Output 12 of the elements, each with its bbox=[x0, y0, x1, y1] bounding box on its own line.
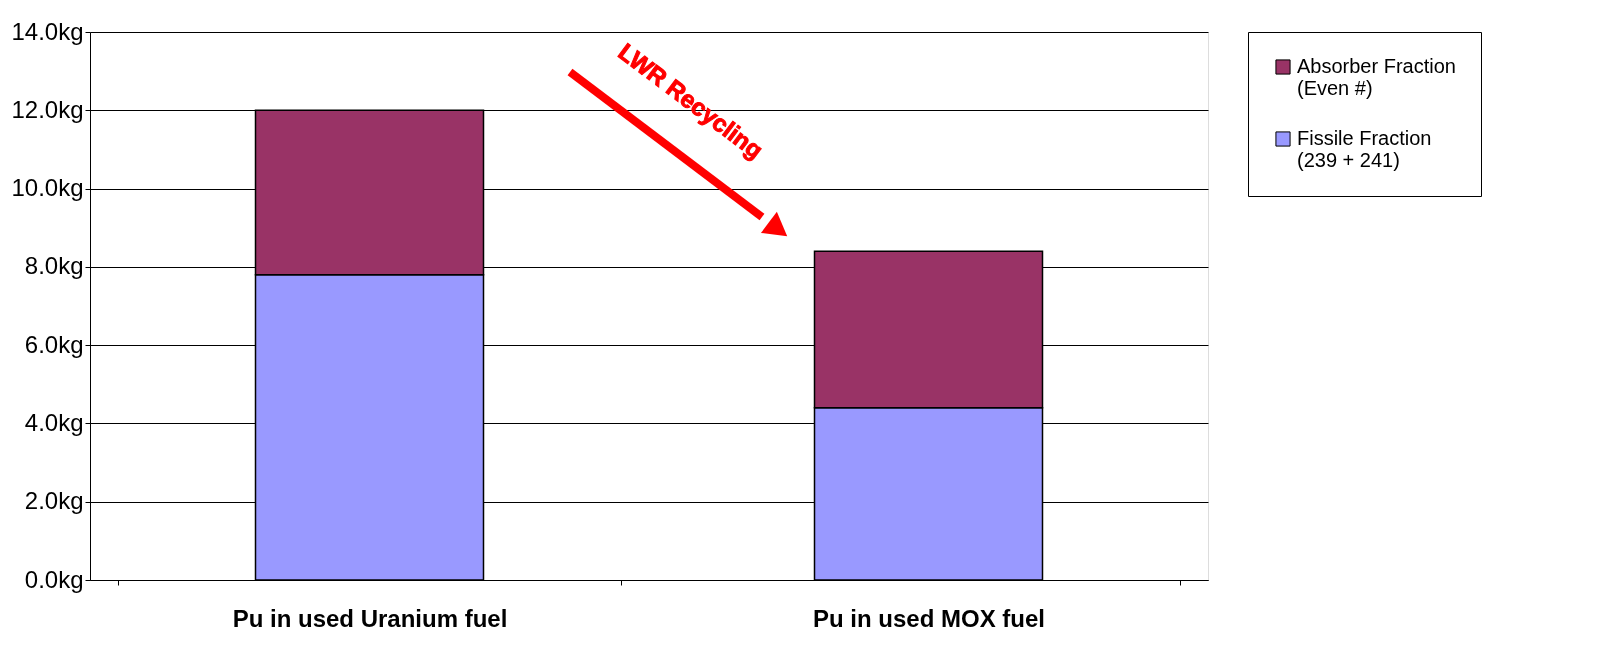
y-tick-label: 12.0kg bbox=[11, 95, 84, 123]
x-tick-label: Pu in used Uranium fuel bbox=[232, 604, 508, 632]
y-tick-label: 0.0kg bbox=[24, 565, 84, 593]
legend-label: Absorber Fraction (Even #) bbox=[1297, 55, 1456, 99]
y-tick-label: 6.0kg bbox=[24, 330, 84, 358]
y-tick-label: 2.0kg bbox=[24, 487, 84, 515]
y-tick-label: 10.0kg bbox=[11, 174, 84, 202]
y-tick-label: 8.0kg bbox=[24, 252, 84, 280]
y-tick-label: 4.0kg bbox=[24, 408, 84, 436]
x-tick-label: Pu in used MOX fuel bbox=[812, 604, 1046, 632]
y-tick-label: 14.0kg bbox=[11, 17, 84, 45]
legend-label: Fissile Fraction (239 + 241) bbox=[1297, 127, 1432, 171]
